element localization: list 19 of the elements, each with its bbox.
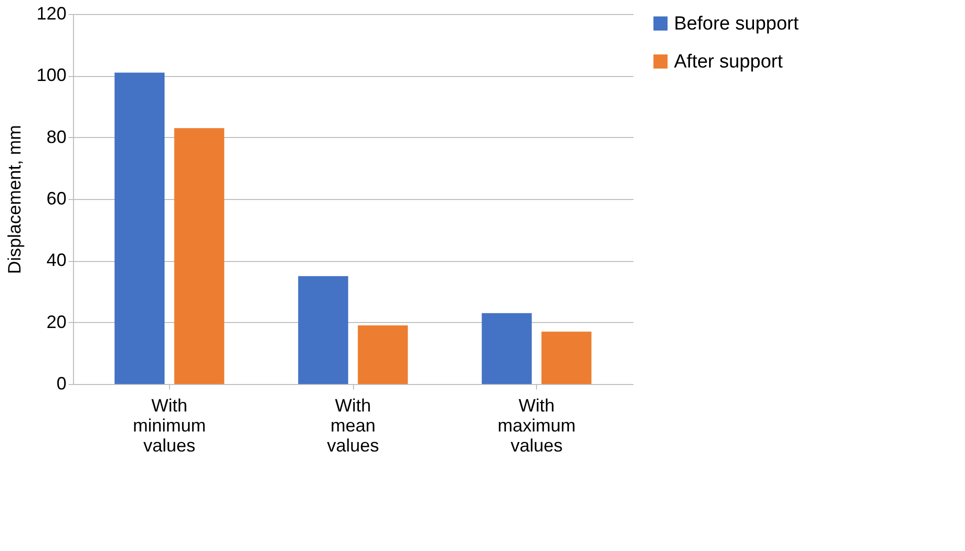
x-tick-label: With maximum values [498, 396, 576, 456]
bar [482, 313, 532, 384]
y-axis-title: Displacement, mm [4, 124, 24, 274]
bar [358, 325, 408, 384]
bar [298, 276, 348, 384]
bar [541, 332, 592, 384]
y-tick-label: 20 [46, 312, 66, 332]
bar [114, 72, 165, 384]
y-tick-label: 120 [36, 4, 66, 24]
y-tick-label: 80 [46, 126, 66, 147]
bar [174, 128, 224, 384]
y-tick-label: 40 [46, 250, 66, 270]
legend-label: After support [674, 52, 784, 72]
y-tick-label: 0 [56, 374, 66, 394]
legend-label: Before support [674, 14, 800, 34]
y-tick-label: 100 [36, 65, 66, 86]
x-tick-label: With mean values [326, 396, 380, 456]
x-tick-label: With minimum values [132, 396, 206, 456]
y-tick-label: 60 [46, 188, 66, 208]
